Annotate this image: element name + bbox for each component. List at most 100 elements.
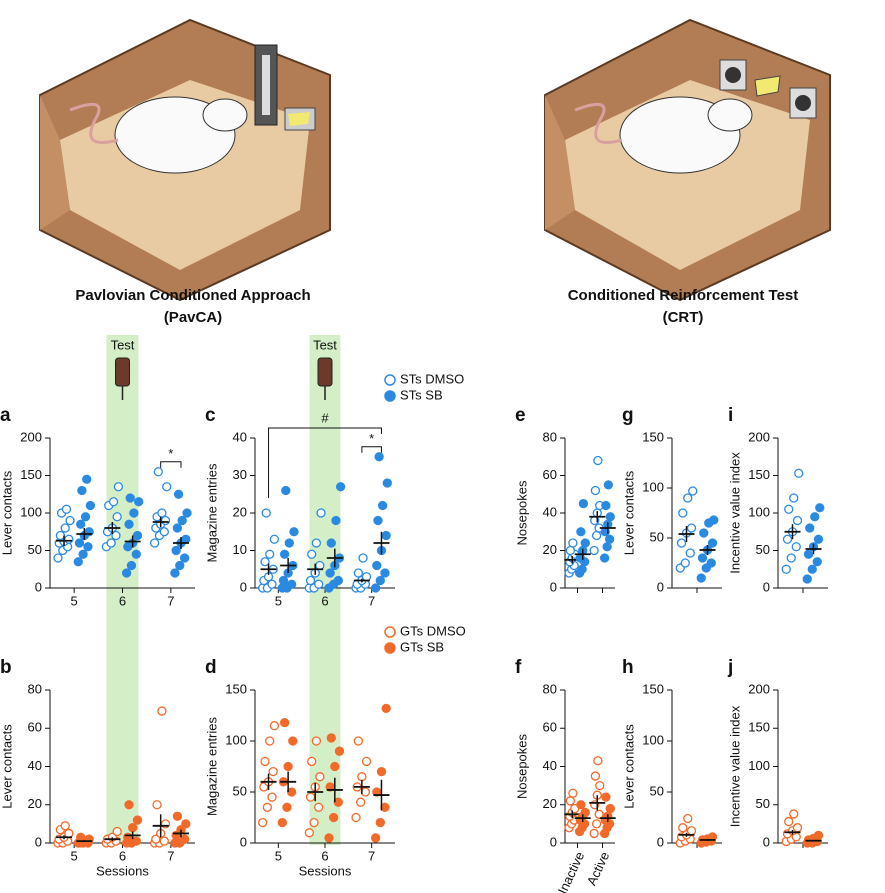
data-point [335,482,346,492]
data-point [331,515,341,526]
data-point [791,542,801,552]
data-point [590,485,601,496]
data-point [78,549,88,559]
data-point [591,530,602,541]
panel-letter: e [515,405,526,426]
data-point [286,579,297,589]
data-point [282,802,292,812]
y-tick-label: 60 [543,467,557,482]
data-point [267,579,277,589]
data-point [676,538,687,548]
data-point [328,812,339,823]
data-point [85,500,96,511]
data-point [134,497,144,507]
data-point [353,736,364,746]
y-tick-label: 50 [28,542,42,557]
y-tick-label: 150 [20,467,42,482]
data-point [152,800,162,810]
y-tick-label: 20 [28,796,42,811]
y-tick-label: 50 [650,529,664,544]
data-point [593,455,603,466]
data-point [333,575,343,586]
legend-label: GTs DMSO [400,623,466,638]
y-tick-label: 0 [35,834,42,849]
data-point [132,530,143,541]
data-point [357,772,367,782]
data-point [604,534,615,544]
significance-bracket [361,446,382,453]
data-point [60,821,70,831]
x-tick-label: 6 [321,593,328,608]
data-point [382,478,392,488]
data-point [82,474,92,484]
y-tick-label: 100 [748,758,770,773]
data-point [177,515,187,526]
data-point [269,534,280,544]
data-point [789,493,799,503]
data-point [361,756,372,767]
data-point [76,832,86,842]
y-axis-label: Incentive value index [727,452,742,574]
data-point [307,756,317,767]
data-point [351,812,361,823]
data-point [315,772,325,782]
y-tick-label: 0 [657,834,664,849]
data-point [805,523,815,533]
data-point [688,486,698,496]
data-point [112,512,122,522]
data-point [284,538,294,548]
data-point [812,557,822,567]
y-axis-label: Nosepokes [514,480,529,546]
y-tick-label: 0 [657,579,664,594]
y-tick-label: 80 [28,681,42,696]
x-tick-label: Inactive [555,849,588,893]
data-point [124,800,134,810]
y-tick-label: 60 [28,720,42,735]
data-point [305,792,316,802]
y-tick-label: 50 [650,783,664,798]
y-tick-label: 20 [233,504,247,519]
illustration-title: Conditioned Reinforcement Test [568,287,799,304]
panel-letter: b [0,657,12,678]
data-point [279,549,290,559]
legend-label: GTs SB [400,639,444,654]
data-point [706,558,716,568]
data-point [683,813,693,824]
data-point [686,826,697,836]
data-point [353,568,364,578]
data-point [568,788,578,798]
data-point [601,500,611,511]
data-point [159,527,169,537]
legend-marker [384,374,396,386]
y-tick-label: 0 [763,834,770,849]
data-point [268,766,278,777]
data-point [781,564,791,574]
x-tick-label: 7 [368,593,375,608]
data-point [601,792,611,802]
data-point [358,553,368,563]
y-axis-label: Magazine entries [204,717,219,816]
data-point [172,523,183,533]
data-point [126,560,137,571]
data-point [131,836,141,846]
data-point [605,512,615,522]
data-point [281,485,291,496]
data-point [311,736,322,746]
y-tick-label: 100 [225,732,247,747]
y-tick-label: 20 [543,542,557,557]
y-axis-label: Lever contacts [0,470,14,555]
data-point [813,534,824,544]
data-point [377,500,388,511]
data-point [127,823,138,833]
data-point [159,836,169,846]
data-point [153,467,163,477]
data-point [170,568,180,578]
data-point [181,534,191,544]
data-point [375,575,385,586]
data-point [314,579,324,589]
data-point [278,575,289,586]
data-point [260,756,270,767]
data-point [61,504,72,514]
data-point [685,548,695,558]
